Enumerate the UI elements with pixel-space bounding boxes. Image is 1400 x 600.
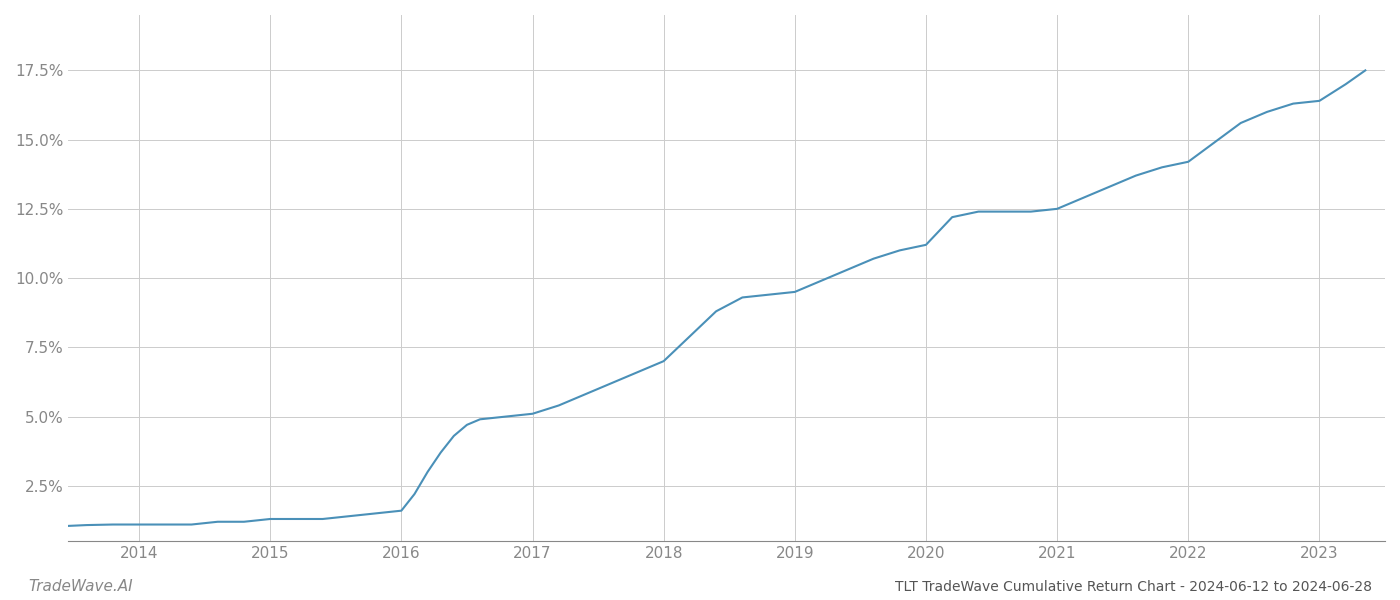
- Text: TradeWave.AI: TradeWave.AI: [28, 579, 133, 594]
- Text: TLT TradeWave Cumulative Return Chart - 2024-06-12 to 2024-06-28: TLT TradeWave Cumulative Return Chart - …: [895, 580, 1372, 594]
